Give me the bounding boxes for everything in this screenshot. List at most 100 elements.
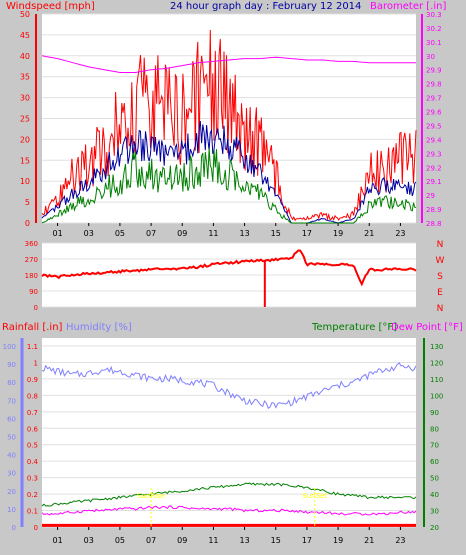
wind-direction-line — [41, 249, 417, 287]
temperature-tick-label: 60 — [430, 458, 439, 466]
barometer-tick-label: 29.4 — [426, 136, 442, 144]
windspeed-tick-label: 10 — [20, 177, 30, 186]
compass-tick-label: S — [437, 272, 443, 282]
humidity-tick-label: 30 — [7, 470, 16, 478]
temperature-tick-label: 110 — [430, 376, 443, 384]
rain-tick-label: 0.1 — [27, 508, 38, 516]
x-tick-label: 05 — [115, 536, 125, 545]
weather-series-line — [41, 505, 417, 516]
rain-tick-label: 0 — [34, 524, 38, 532]
rain-tick-label: 0.4 — [27, 458, 39, 466]
rain-tick-label: 0.6 — [27, 425, 39, 433]
humidity-tick-label: 0 — [12, 524, 16, 532]
dewpoint-axis-title: Dew Point [°F] — [391, 322, 463, 333]
sun-marker-label: SunRise — [137, 492, 165, 500]
barometer-tick-label: 28.9 — [426, 206, 442, 214]
x-tick-label: 13 — [239, 229, 249, 238]
barometer-tick-label: 29.7 — [426, 95, 442, 103]
temperature-tick-label: 50 — [430, 475, 439, 483]
x-tick-label: 01 — [52, 536, 62, 545]
humidity-tick-label: 50 — [7, 434, 16, 442]
rain-tick-label: 0.3 — [27, 475, 38, 483]
x-tick-label: 03 — [84, 229, 94, 238]
wind-series-line — [41, 29, 417, 222]
windspeed-axis-title: Windspeed [mph] — [6, 1, 95, 12]
windspeed-tick-label: 5 — [25, 198, 30, 207]
windspeed-tick-label: 30 — [20, 94, 30, 103]
direction-tick-label: 90 — [29, 288, 38, 296]
x-tick-label: 15 — [271, 229, 281, 238]
rain-tick-label: 1.1 — [27, 343, 38, 351]
windspeed-tick-label: 45 — [20, 31, 30, 40]
barometer-tick-label: 29.6 — [426, 109, 442, 117]
rain-tick-label: 0.8 — [27, 392, 38, 400]
x-tick-label: 15 — [271, 536, 281, 545]
direction-tick-label: 0 — [34, 304, 38, 312]
windspeed-tick-label: 0 — [25, 219, 30, 228]
windspeed-tick-label: 15 — [20, 156, 30, 165]
humidity-tick-label: 100 — [3, 343, 16, 351]
direction-tick-label: 270 — [25, 256, 38, 264]
rainfall-axis-title: Rainfall [.in] — [2, 322, 63, 333]
humidity-tick-label: 90 — [7, 361, 16, 369]
temperature-tick-label: 100 — [430, 392, 443, 400]
panel3-background — [42, 338, 416, 527]
rain-tick-label: 0.9 — [27, 376, 38, 384]
temperature-tick-label: 80 — [430, 425, 439, 433]
barometer-tick-label: 29.5 — [426, 122, 442, 130]
humidity-tick-label: 70 — [7, 397, 16, 405]
temperature-tick-label: 90 — [430, 409, 439, 417]
x-tick-label: 07 — [146, 229, 156, 238]
barometer-tick-label: 29.1 — [426, 178, 442, 186]
x-tick-label: 19 — [333, 536, 343, 545]
weather-series-line — [41, 482, 417, 507]
humidity-tick-label: 60 — [7, 415, 16, 423]
x-tick-label: 11 — [208, 229, 218, 238]
x-tick-label: 01 — [52, 229, 62, 238]
barometer-tick-label: 29.8 — [426, 81, 442, 89]
x-tick-label: 23 — [395, 536, 405, 545]
wind-series-line — [41, 120, 417, 224]
x-tick-label: 07 — [146, 536, 156, 545]
x-tick-label: 23 — [395, 229, 405, 238]
barometer-tick-label: 29 — [426, 192, 435, 200]
temperature-tick-label: 130 — [430, 343, 443, 351]
barometer-tick-label: 30.2 — [426, 25, 442, 33]
wind-series-line — [41, 148, 417, 224]
x-tick-label: 13 — [239, 536, 249, 545]
humidity-tick-label: 10 — [7, 506, 16, 514]
x-tick-label: 03 — [84, 536, 94, 545]
humidity-tick-label: 20 — [7, 488, 16, 496]
x-tick-label: 17 — [302, 536, 312, 545]
temperature-tick-label: 120 — [430, 359, 443, 367]
x-tick-label: 11 — [208, 536, 218, 545]
x-tick-label: 21 — [364, 536, 374, 545]
compass-tick-label: N — [437, 240, 444, 250]
barometer-series-line — [41, 55, 416, 73]
x-tick-label: 19 — [333, 229, 343, 238]
x-tick-label: 17 — [302, 229, 312, 238]
rain-tick-label: 0.2 — [27, 491, 38, 499]
sun-marker-label: SunSet — [302, 492, 327, 500]
rain-tick-label: 0.7 — [27, 409, 38, 417]
windspeed-tick-label: 35 — [20, 73, 30, 82]
barometer-tick-label: 30.3 — [426, 11, 442, 19]
temperature-axis-title: Temperature [°F] — [312, 322, 398, 333]
weather-series-line — [41, 362, 417, 409]
chart-title: 24 hour graph day : February 12 2014 — [170, 1, 362, 12]
barometer-axis-title: Barometer [.in] — [370, 1, 447, 12]
direction-tick-label: 180 — [25, 272, 38, 280]
temperature-tick-label: 40 — [430, 491, 439, 499]
humidity-axis-title: Humidity [%] — [66, 322, 132, 333]
compass-tick-label: W — [436, 256, 445, 266]
windspeed-tick-label: 40 — [20, 52, 30, 61]
temperature-tick-label: 70 — [430, 442, 439, 450]
barometer-tick-label: 29.9 — [426, 67, 442, 75]
x-tick-label: 09 — [177, 229, 187, 238]
x-tick-label: 05 — [115, 229, 125, 238]
rain-tick-label: 1 — [34, 359, 38, 367]
x-tick-label: 21 — [364, 229, 374, 238]
humidity-tick-label: 40 — [7, 452, 16, 460]
compass-tick-label: N — [437, 304, 444, 314]
